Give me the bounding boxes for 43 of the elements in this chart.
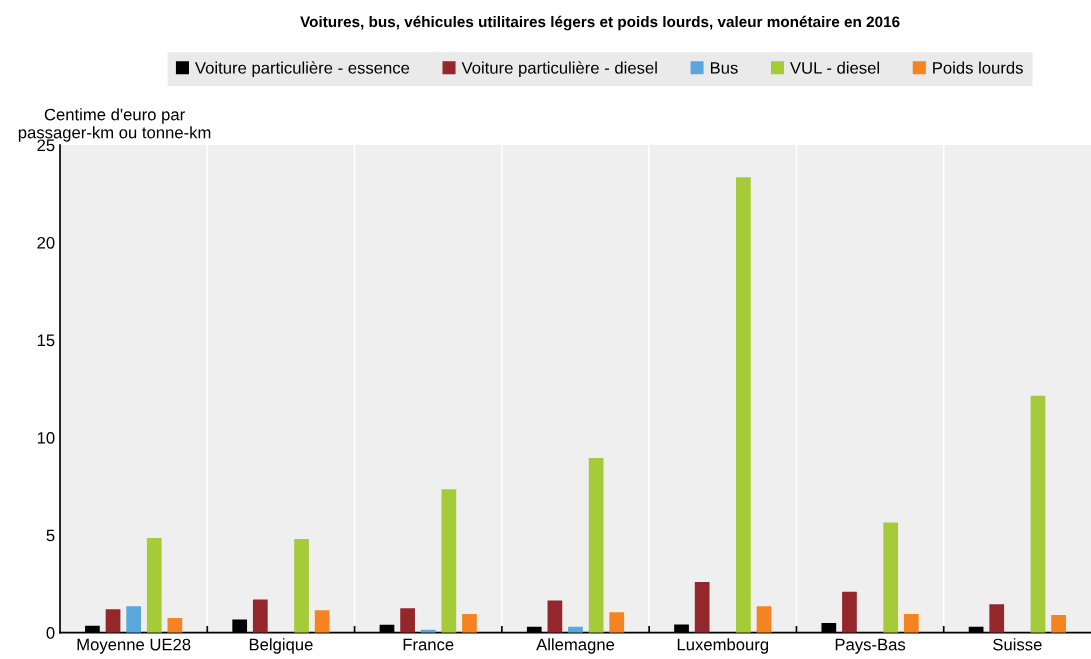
bar xyxy=(674,624,689,633)
x-tick-label: France xyxy=(403,638,454,651)
bar xyxy=(588,458,604,633)
chart-title: Voitures, bus, véhicules utilitaires légers et poids lourds, valeur monétaire en 2016 xyxy=(300,15,900,31)
bar xyxy=(441,489,457,633)
bar xyxy=(462,614,477,633)
x-tick-label: Belgique xyxy=(249,638,313,654)
bar xyxy=(903,614,919,633)
bar xyxy=(252,599,268,633)
x-tick-label: Luxembourg xyxy=(677,638,769,654)
y-tick-label: 10 xyxy=(37,431,55,444)
bar xyxy=(989,604,1005,633)
bar xyxy=(1051,615,1066,633)
y-tick-label: 20 xyxy=(37,236,55,249)
bar xyxy=(232,619,248,633)
bar xyxy=(756,606,772,633)
bar xyxy=(1030,395,1046,633)
x-tick-label: Pays-Bas xyxy=(835,638,906,654)
bar xyxy=(314,610,330,633)
bar xyxy=(842,591,857,633)
legend-label: Poids lourds xyxy=(933,61,1023,74)
y-tick-label: 0 xyxy=(46,627,55,639)
legend-label: VUL - diesel xyxy=(790,61,879,74)
bar xyxy=(547,600,563,633)
bar xyxy=(609,612,625,633)
legend-label: Bus xyxy=(710,62,738,74)
y-tick-label: 15 xyxy=(37,334,55,347)
bar xyxy=(694,581,710,633)
bar xyxy=(821,622,837,633)
x-tick-label: Allemagne xyxy=(536,638,615,654)
bar xyxy=(167,618,183,633)
legend-label: Voiture particulière - diesel xyxy=(461,61,657,78)
bar xyxy=(294,539,309,633)
bar xyxy=(126,606,142,633)
x-tick-label: Moyenne UE28 xyxy=(77,638,191,654)
bar xyxy=(883,522,899,633)
y-tick-label: 5 xyxy=(46,529,55,542)
bar xyxy=(146,538,162,633)
x-tick-label: Suisse xyxy=(993,638,1042,651)
legend-label: Voiture particulière - essence xyxy=(195,61,410,78)
bar xyxy=(400,608,415,633)
bar xyxy=(105,609,121,633)
bar xyxy=(736,177,751,633)
